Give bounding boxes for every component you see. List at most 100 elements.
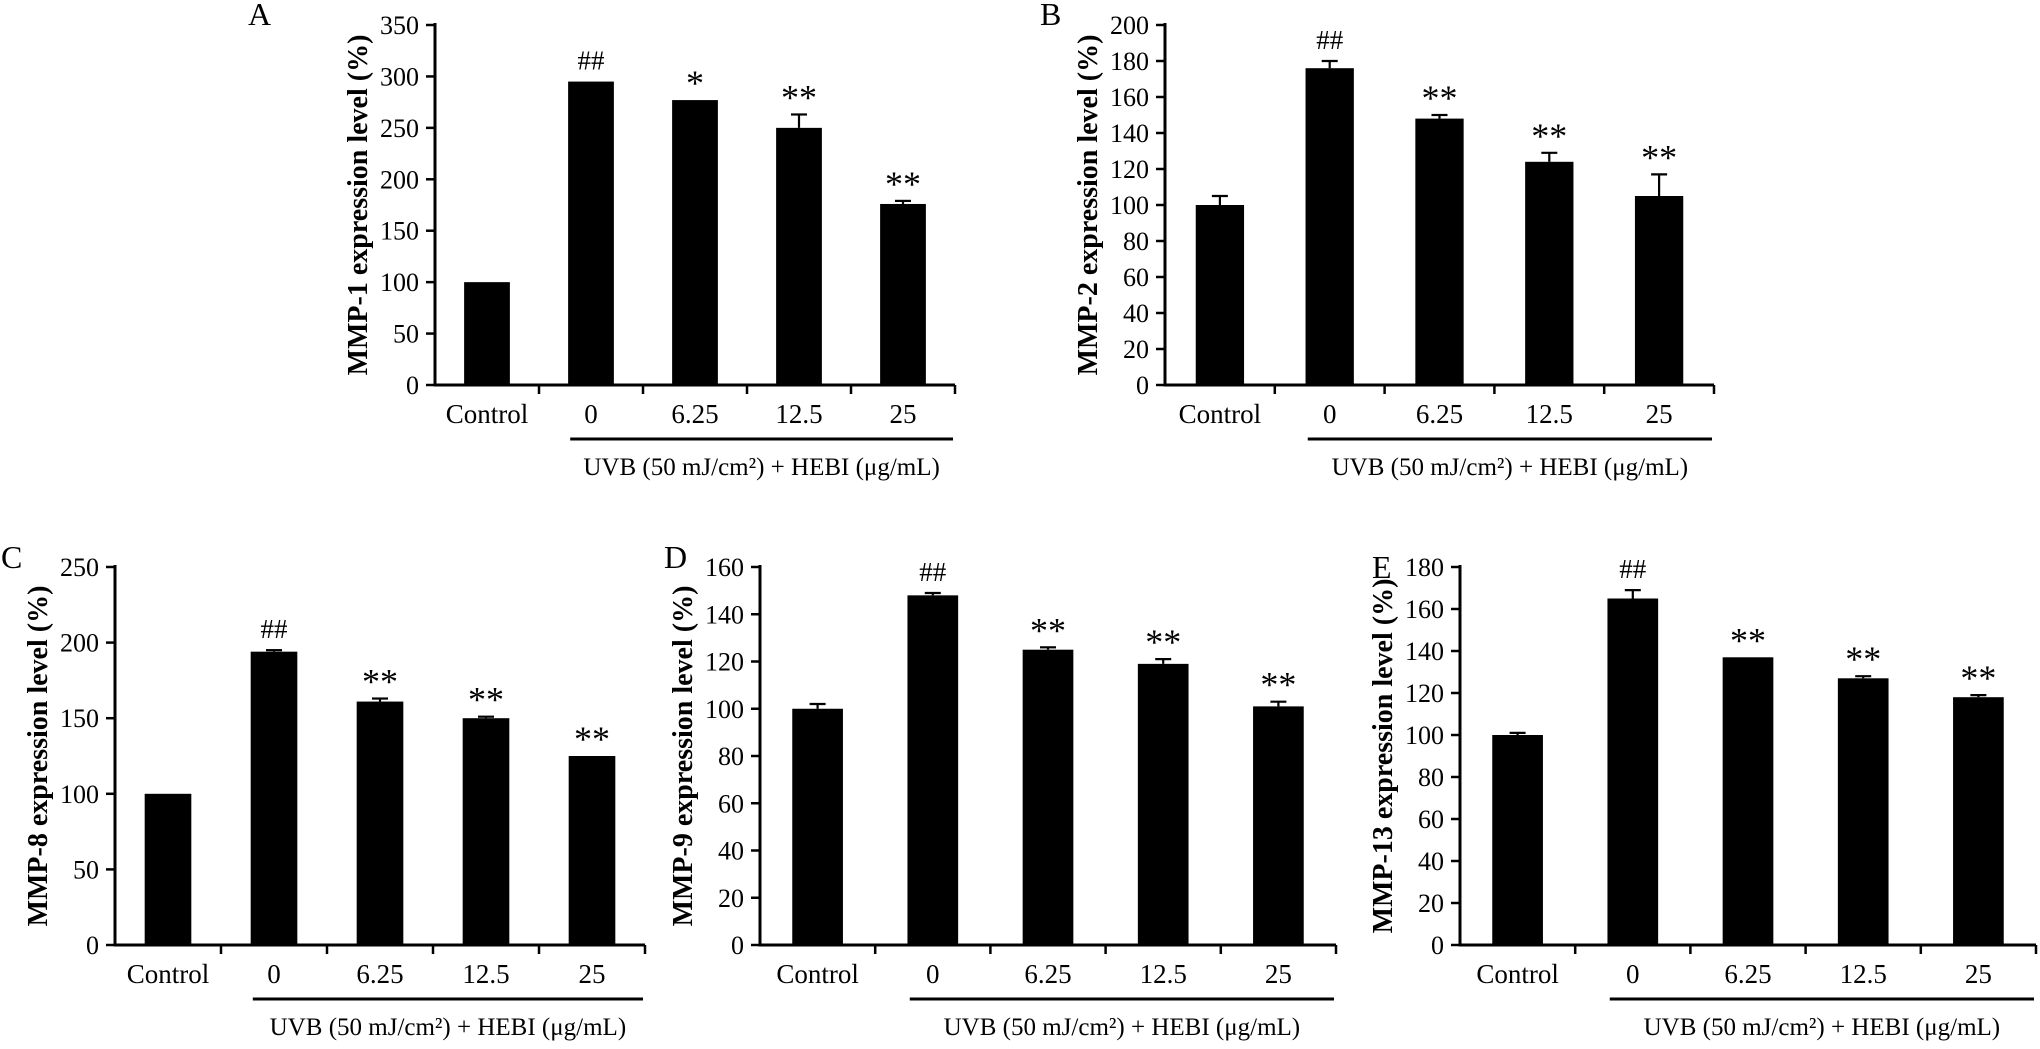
x-category-label: 0 xyxy=(1323,399,1337,429)
treatment-group-label: UVB (50 mJ/cm²) + HEBI (μg/mL) xyxy=(583,454,939,481)
y-tick-label: 40 xyxy=(1123,299,1149,328)
significance-annotation: ** xyxy=(1641,137,1677,177)
panel-e-chart: 0 20 40 60 80 100 120 140 160 180 Control 0 ## 6.25 **… xyxy=(1368,553,2038,1041)
panel-e: E 0 20 40 60 80 100 120 140 160 180 Control 0 ## 6.25… xyxy=(1360,535,2040,1049)
y-tick-label: 20 xyxy=(1418,889,1444,918)
significance-annotation: ## xyxy=(261,614,289,644)
bar xyxy=(1305,68,1354,385)
significance-annotation: ** xyxy=(781,77,817,117)
x-category-label: 0 xyxy=(1626,959,1640,989)
y-tick-label: 250 xyxy=(60,553,99,582)
bar xyxy=(1607,598,1659,945)
y-axis-title: MMP-8 expression level (%) xyxy=(23,586,54,927)
significance-annotation: ** xyxy=(1845,639,1881,679)
x-category-label: 0 xyxy=(267,959,281,989)
x-category-label: 25 xyxy=(1646,399,1673,429)
panel-a-letter: A xyxy=(248,0,272,32)
significance-annotation: ** xyxy=(468,680,504,720)
y-tick-label: 300 xyxy=(380,62,419,91)
y-tick-label: 100 xyxy=(380,268,419,297)
bar xyxy=(776,127,822,385)
panel-b: B 0 20 40 60 80 100 120 140 160 180 200 Control 0 ## 6… xyxy=(1040,0,1740,500)
bar xyxy=(1137,663,1189,945)
x-category-label: 12.5 xyxy=(462,959,509,989)
bar xyxy=(792,708,843,945)
y-tick-label: 160 xyxy=(705,553,744,582)
bar xyxy=(1525,161,1574,385)
y-tick-label: 150 xyxy=(380,217,419,246)
bar xyxy=(250,651,298,945)
bar xyxy=(1837,678,1889,945)
significance-annotation: ** xyxy=(1030,610,1066,650)
y-tick-label: 100 xyxy=(1405,721,1444,750)
y-tick-label: 80 xyxy=(1123,227,1149,256)
y-tick-label: 100 xyxy=(1110,191,1149,220)
y-axis-title: MMP-1 expression level (%) xyxy=(343,35,374,376)
y-tick-label: 80 xyxy=(1418,763,1444,792)
panel-b-chart: 0 20 40 60 80 100 120 140 160 180 200 Control 0 ## 6.2… xyxy=(1073,11,1716,481)
significance-annotation: ** xyxy=(1531,116,1567,156)
x-category-label: 12.5 xyxy=(775,399,822,429)
significance-annotation: * xyxy=(686,63,704,103)
bar xyxy=(1722,657,1774,945)
x-category-label: 12.5 xyxy=(1526,399,1573,429)
panel-d-letter: D xyxy=(664,539,688,575)
x-category-label: Control xyxy=(776,959,859,989)
significance-annotation: ## xyxy=(919,557,947,587)
panel-a: A 0 50 100 150 200 250 300 350 Control 0 ## 6.25 * 12… xyxy=(230,0,970,500)
panel-a-chart: 0 50 100 150 200 250 300 350 Control 0 ## 6.25 * 12.5… xyxy=(343,11,957,481)
bar xyxy=(1634,196,1684,385)
y-tick-label: 200 xyxy=(60,629,99,658)
panel-c-chart: 0 50 100 150 200 250 Control 0 ## 6.25 ** 12.5 ** 25 *… xyxy=(23,553,647,1041)
x-category-label: 6.25 xyxy=(671,399,718,429)
significance-annotation: ** xyxy=(1145,622,1181,662)
panel-c: C 0 50 100 150 200 250 Control 0 ## 6.25 ** 12.5 ** 2… xyxy=(0,535,660,1049)
y-tick-label: 140 xyxy=(1405,637,1444,666)
y-tick-label: 20 xyxy=(1123,335,1149,364)
y-tick-label: 200 xyxy=(380,165,419,194)
significance-annotation: ** xyxy=(1422,78,1458,118)
y-tick-label: 180 xyxy=(1110,47,1149,76)
y-tick-label: 60 xyxy=(1418,805,1444,834)
bar xyxy=(1953,697,2004,945)
y-tick-label: 60 xyxy=(1123,263,1149,292)
bar xyxy=(672,100,718,385)
x-category-label: 25 xyxy=(1265,959,1292,989)
bar xyxy=(462,718,510,945)
significance-annotation: ** xyxy=(1730,620,1766,660)
y-tick-label: 150 xyxy=(60,704,99,733)
y-tick-label: 160 xyxy=(1405,595,1444,624)
y-tick-label: 20 xyxy=(718,884,744,913)
y-tick-label: 100 xyxy=(60,780,99,809)
y-tick-label: 160 xyxy=(1110,83,1149,112)
y-tick-label: 100 xyxy=(705,695,744,724)
y-tick-label: 0 xyxy=(1136,371,1149,400)
panel-b-letter: B xyxy=(1040,0,1062,32)
significance-annotation: ## xyxy=(578,46,606,76)
x-category-label: 6.25 xyxy=(1724,959,1771,989)
treatment-group-label: UVB (50 mJ/cm²) + HEBI (μg/mL) xyxy=(944,1014,1300,1041)
y-tick-label: 140 xyxy=(1110,119,1149,148)
y-tick-label: 120 xyxy=(1405,679,1444,708)
x-category-label: Control xyxy=(446,399,529,429)
y-tick-label: 40 xyxy=(718,837,744,866)
y-tick-label: 60 xyxy=(718,789,744,818)
x-category-label: Control xyxy=(1476,959,1559,989)
bar xyxy=(880,203,926,385)
x-category-label: 12.5 xyxy=(1140,959,1187,989)
panel-d: D 0 20 40 60 80 100 120 140 160 Control 0 ## 6.25 ** 1… xyxy=(660,535,1350,1049)
y-tick-label: 80 xyxy=(718,742,744,771)
y-axis-title: MMP-9 expression level (%) xyxy=(668,586,699,927)
y-axis-title: MMP-13 expression level (%) xyxy=(1368,579,1399,934)
panel-e-letter: E xyxy=(1372,549,1392,585)
y-tick-label: 140 xyxy=(705,600,744,629)
y-tick-label: 0 xyxy=(1431,931,1444,960)
bar xyxy=(356,701,404,945)
y-tick-label: 40 xyxy=(1418,847,1444,876)
bar xyxy=(1253,706,1304,945)
y-tick-label: 120 xyxy=(705,648,744,677)
x-category-label: 25 xyxy=(579,959,606,989)
x-category-label: 0 xyxy=(584,399,598,429)
significance-annotation: ** xyxy=(362,662,398,702)
